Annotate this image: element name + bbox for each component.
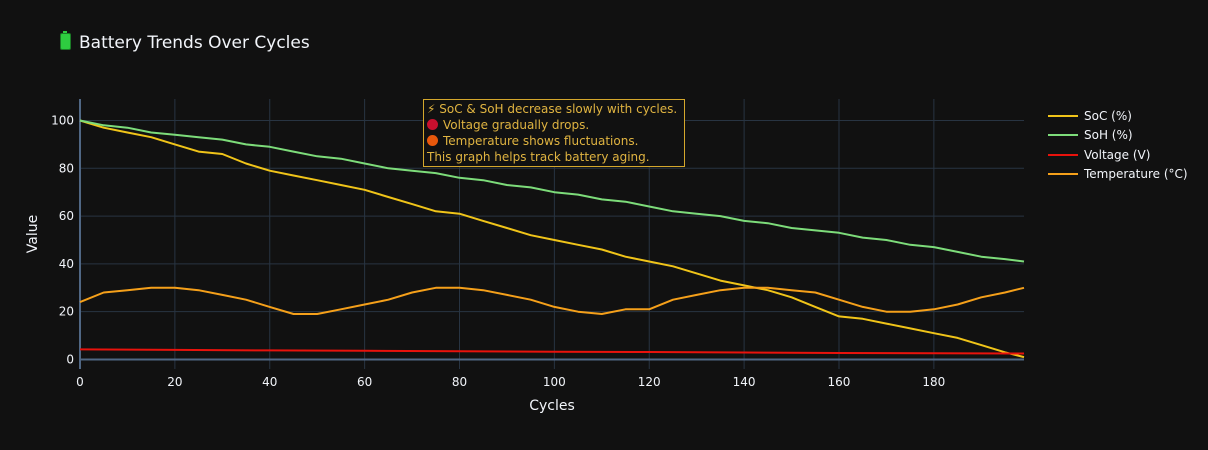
legend-item-soc[interactable]: SoC (%): [1048, 106, 1188, 126]
lightning-icon: ⚡: [427, 102, 436, 116]
y-tick-label: 80: [59, 161, 74, 175]
legend-label: Temperature (°C): [1084, 167, 1188, 182]
legend-item-voltage[interactable]: Voltage (V): [1048, 145, 1188, 165]
x-tick-label: 40: [262, 375, 277, 389]
x-tick-label: 80: [452, 375, 467, 389]
x-tick-label: 20: [167, 375, 182, 389]
soh-line[interactable]: [79, 119, 1025, 263]
y-tick-label: 20: [59, 305, 74, 319]
legend-swatch: [1048, 173, 1078, 176]
annotation-text-4: This graph helps track battery aging.: [427, 150, 650, 164]
chart-title-text: Battery Trends Over Cycles: [79, 33, 310, 53]
y-tick-label: 60: [59, 209, 74, 223]
battery-icon: [60, 31, 71, 50]
annotation-line-4: This graph helps track battery aging.: [427, 149, 681, 165]
legend-item-soh[interactable]: SoH (%): [1048, 126, 1188, 146]
x-axis-title: Cycles: [529, 398, 575, 414]
annotation-text-1: SoC & SoH decrease slowly with cycles.: [439, 102, 678, 116]
legend-item-temperature[interactable]: Temperature (°C): [1048, 165, 1188, 185]
annotation-line-2: Voltage gradually drops.: [427, 117, 681, 133]
legend-label: SoC (%): [1084, 108, 1132, 123]
annotation-line-1: ⚡ SoC & SoH decrease slowly with cycles.: [427, 101, 681, 117]
voltage-line[interactable]: [79, 348, 1025, 355]
annotation-text-2: Voltage gradually drops.: [443, 118, 590, 132]
x-tick-label: 60: [357, 375, 372, 389]
annotation-box: ⚡ SoC & SoH decrease slowly with cycles.…: [423, 99, 685, 167]
x-tick-label: 0: [76, 375, 84, 389]
legend-label: Voltage (V): [1084, 147, 1151, 162]
soc-line[interactable]: [79, 119, 1025, 359]
temperature-line[interactable]: [79, 286, 1025, 315]
red-circle-icon: [427, 119, 438, 130]
chart-title: Battery Trends Over Cycles: [60, 31, 310, 53]
x-tick-label: 140: [733, 375, 756, 389]
x-tick-label: 160: [828, 375, 851, 389]
x-tick-label: 180: [922, 375, 945, 389]
y-axis-title: Value: [25, 215, 41, 253]
orange-circle-icon: [427, 135, 438, 146]
legend-swatch: [1048, 153, 1078, 156]
legend: SoC (%) SoH (%) Voltage (V) Temperature …: [1048, 106, 1188, 184]
y-tick-label: 40: [59, 257, 74, 271]
x-tick-label: 100: [543, 375, 566, 389]
annotation-text-3: Temperature shows fluctuations.: [443, 134, 639, 148]
legend-swatch: [1048, 114, 1078, 117]
y-tick-label: 100: [51, 114, 74, 128]
x-tick-label: 120: [638, 375, 661, 389]
annotation-line-3: Temperature shows fluctuations.: [427, 133, 681, 149]
y-tick-label: 0: [66, 352, 74, 366]
legend-label: SoH (%): [1084, 128, 1133, 143]
legend-swatch: [1048, 134, 1078, 137]
